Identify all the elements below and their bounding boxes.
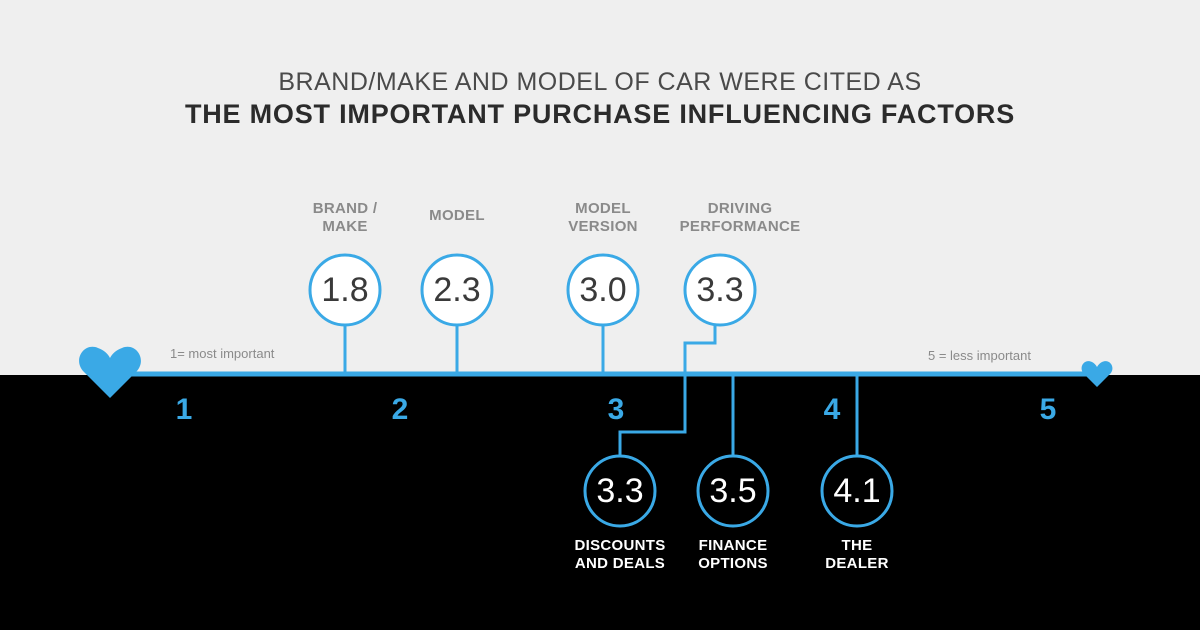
factor-label-finance-options: FINANCE OPTIONS [698,537,768,572]
headline-line-2: THE MOST IMPORTANT PURCHASE INFLUENCING … [184,99,1016,129]
headline-line-1: BRAND/MAKE AND MODEL OF CAR WERE CITED A… [278,68,922,96]
factor-label-model: MODEL [429,207,485,224]
factor-score-the-dealer: 4.1 [833,472,881,510]
score-circle-model [420,253,494,327]
factor-score-model: 2.3 [433,271,481,309]
score-circle-model-version [566,253,640,327]
factor-label-model-version: MODEL VERSION [568,200,638,235]
heart-icon [1081,361,1113,387]
scale-min-note: 1= most important [170,346,275,361]
factor-label-discounts-deals: DISCOUNTS AND DEALS [574,537,666,572]
scale-tick-3: 3 [607,393,625,426]
scale-tick-4: 4 [823,393,841,426]
connector-discounts-deals [618,374,687,459]
score-circle-the-dealer [820,454,894,528]
score-circle-discounts-deals [583,454,657,528]
score-circle-driving-performance [683,253,757,327]
factor-label-the-dealer: THE DEALER [825,537,889,572]
scale-max-note: 5 = less important [928,348,1031,363]
score-circle-brand-make [308,253,382,327]
factor-label-brand-make: BRAND / MAKE [312,200,378,235]
score-circle-finance-options [696,454,770,528]
scale-tick-1: 1 [175,393,193,426]
heart-icon [79,346,141,398]
factor-label-driving-performance: DRIVING PERFORMANCE [679,200,801,235]
factor-score-discounts-deals: 3.3 [596,472,644,510]
factor-score-model-version: 3.0 [579,271,627,309]
scale-tick-2: 2 [391,393,409,426]
connector-driving-performance [683,324,717,374]
factor-score-driving-performance: 3.3 [696,271,744,309]
factor-score-finance-options: 3.5 [709,472,757,510]
scale-tick-5: 5 [1039,393,1057,426]
factor-score-brand-make: 1.8 [321,271,369,309]
